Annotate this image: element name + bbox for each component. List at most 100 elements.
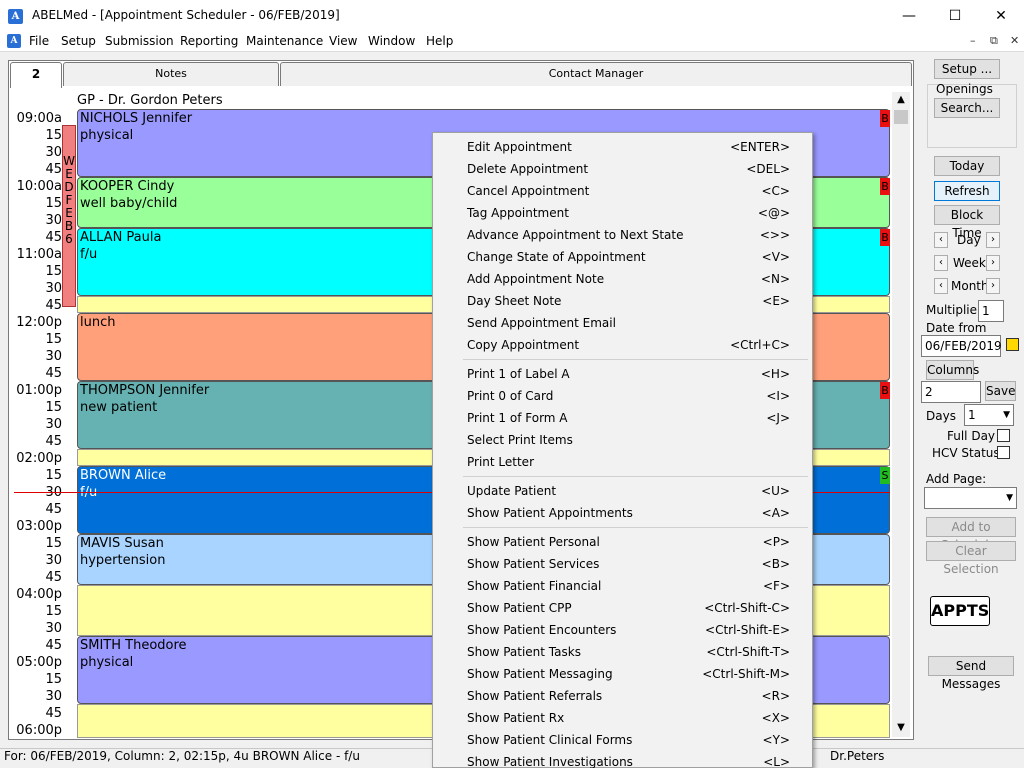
context-menu-item[interactable]: Show Patient Investigations <L>: [467, 751, 802, 768]
context-menu-item[interactable]: Show Patient Referrals <R>: [467, 685, 802, 707]
menu-view[interactable]: View: [329, 34, 358, 48]
context-menu-item[interactable]: Copy Appointment <Ctrl+C>: [467, 334, 802, 356]
scroll-down-arrow-icon[interactable]: ▼: [897, 722, 905, 733]
context-menu-item[interactable]: Print 0 of Card <I>: [467, 385, 802, 407]
menu-help[interactable]: Help: [426, 34, 454, 48]
mdi-close-button[interactable]: ✕: [1010, 34, 1020, 47]
context-menu-item[interactable]: Show Patient Messaging <Ctrl-Shift-M>: [467, 663, 802, 685]
context-menu-item[interactable]: Change State of Appointment <V>: [467, 246, 802, 268]
time-label: 03:00p: [16, 519, 62, 534]
menu-window[interactable]: Window: [368, 34, 416, 48]
openings-search-button[interactable]: Search...: [934, 98, 1000, 118]
full-day-checkbox[interactable]: [997, 429, 1010, 442]
context-menu-item[interactable]: Show Patient Services <B>: [467, 553, 802, 575]
context-menu-item[interactable]: Show Patient Appointments <A>: [467, 502, 802, 524]
scroll-thumb[interactable]: [894, 110, 908, 124]
tab-notes[interactable]: Notes: [63, 62, 279, 86]
time-label: 15: [45, 332, 62, 347]
context-menu-item[interactable]: Print 1 of Form A <J>: [467, 407, 802, 429]
add-page-label: Add Page:: [926, 472, 987, 486]
menu-item-shortcut: <N>: [760, 272, 790, 286]
tab-column-2[interactable]: 2: [10, 62, 62, 88]
week-next-icon[interactable]: ›: [986, 255, 1000, 271]
context-menu-item[interactable]: Edit Appointment <ENTER>: [467, 136, 802, 158]
maximize-button[interactable]: ☐: [948, 8, 962, 24]
columns-input[interactable]: 2: [921, 381, 981, 403]
context-menu-item[interactable]: Show Patient Rx <X>: [467, 707, 802, 729]
close-button[interactable]: ✕: [995, 8, 1007, 24]
days-label: Days: [926, 409, 956, 423]
context-menu-item[interactable]: Delete Appointment <DEL>: [467, 158, 802, 180]
calendar-icon[interactable]: [1006, 338, 1019, 351]
context-menu-item[interactable]: Tag Appointment <@>: [467, 202, 802, 224]
menu-item-shortcut: <V>: [761, 250, 790, 264]
time-label: 30: [45, 689, 62, 704]
appointment-status-flag: B: [880, 229, 890, 246]
month-prev-icon[interactable]: ‹: [934, 278, 948, 294]
day-marker-char: E: [65, 167, 73, 181]
context-menu-item[interactable]: Show Patient Tasks <Ctrl-Shift-T>: [467, 641, 802, 663]
title-bar: [0, 0, 1024, 32]
menu-file[interactable]: File: [29, 34, 50, 48]
appointment-note: well baby/child: [80, 196, 178, 211]
time-label: 02:00p: [16, 451, 62, 466]
time-label: 30: [45, 553, 62, 568]
day-next-icon[interactable]: ›: [986, 232, 1000, 248]
setup-button[interactable]: Setup ...: [934, 59, 1000, 79]
context-menu-item[interactable]: Advance Appointment to Next State <>>: [467, 224, 802, 246]
day-prev-icon[interactable]: ‹: [934, 232, 948, 248]
context-menu-item[interactable]: Print 1 of Label A <H>: [467, 363, 802, 385]
refresh-button[interactable]: Refresh: [934, 181, 1000, 201]
date-from-input[interactable]: 06/FEB/2019: [921, 335, 1002, 357]
save-button[interactable]: Save: [985, 381, 1016, 401]
context-menu-item[interactable]: Select Print Items: [467, 429, 802, 451]
menu-reporting[interactable]: Reporting: [180, 34, 239, 48]
send-messages-button[interactable]: Send Messages: [928, 656, 1014, 691]
menu-setup[interactable]: Setup: [61, 34, 96, 48]
menu-item-label: Show Patient Encounters: [467, 623, 617, 637]
context-menu-item[interactable]: Add Appointment Note <N>: [467, 268, 802, 290]
context-menu-item[interactable]: Cancel Appointment <C>: [467, 180, 802, 202]
context-menu-item[interactable]: Send Appointment Email: [467, 312, 802, 334]
clear-selection-button[interactable]: Clear Selection: [926, 541, 1016, 576]
context-menu-item[interactable]: Show Patient Personal <P>: [467, 531, 802, 553]
menu-submission[interactable]: Submission: [105, 34, 174, 48]
tab-contact-manager[interactable]: Contact Manager: [280, 62, 912, 86]
context-menu-item[interactable]: Update Patient <U>: [467, 480, 802, 502]
minimize-button[interactable]: —: [902, 8, 916, 24]
mdi-app-icon[interactable]: A: [7, 34, 21, 48]
context-menu-item[interactable]: Show Patient CPP <Ctrl-Shift-C>: [467, 597, 802, 619]
context-menu-item[interactable]: Show Patient Encounters <Ctrl-Shift-E>: [467, 619, 802, 641]
columns-button[interactable]: Columns: [926, 360, 979, 380]
add-to-scheduler-button[interactable]: Add to Scheduler: [926, 517, 1016, 552]
date-from-label: Date from: [926, 321, 987, 335]
days-select[interactable]: 1 ▼: [964, 404, 1014, 426]
appointment-status-flag: B: [880, 178, 890, 195]
context-menu-item[interactable]: Show Patient Financial <F>: [467, 575, 802, 597]
context-menu-item[interactable]: Day Sheet Note <E>: [467, 290, 802, 312]
menu-item-label: Show Patient Services: [467, 557, 600, 571]
multiplier-input[interactable]: 1: [978, 300, 1004, 322]
hcv-status-checkbox[interactable]: [997, 446, 1010, 459]
appointment-patient: SMITH Theodore: [80, 638, 187, 653]
appointment-note: new patient: [80, 400, 158, 415]
week-prev-icon[interactable]: ‹: [934, 255, 948, 271]
month-next-icon[interactable]: ›: [986, 278, 1000, 294]
mdi-restore-button[interactable]: ⧉: [990, 34, 998, 47]
add-page-select[interactable]: ▼: [924, 487, 1017, 509]
vertical-scrollbar[interactable]: [892, 92, 910, 737]
time-label: 45: [45, 162, 62, 177]
time-label: 15: [45, 604, 62, 619]
menu-item-label: Print 0 of Card: [467, 389, 554, 403]
mdi-minimize-button[interactable]: –: [970, 34, 976, 47]
context-menu-item[interactable]: Print Letter: [467, 451, 802, 473]
block-time-button[interactable]: Block Time: [934, 205, 1000, 240]
menu-item-label: Show Patient Messaging: [467, 667, 613, 681]
context-menu-item[interactable]: Show Patient Clinical Forms <Y>: [467, 729, 802, 751]
today-button[interactable]: Today: [934, 156, 1000, 176]
time-label: 45: [45, 434, 62, 449]
appointment-note: physical: [80, 128, 134, 143]
menu-item-label: Advance Appointment to Next State: [467, 228, 684, 242]
scroll-up-arrow-icon[interactable]: ▲: [897, 94, 905, 105]
menu-maintenance[interactable]: Maintenance: [246, 34, 324, 48]
